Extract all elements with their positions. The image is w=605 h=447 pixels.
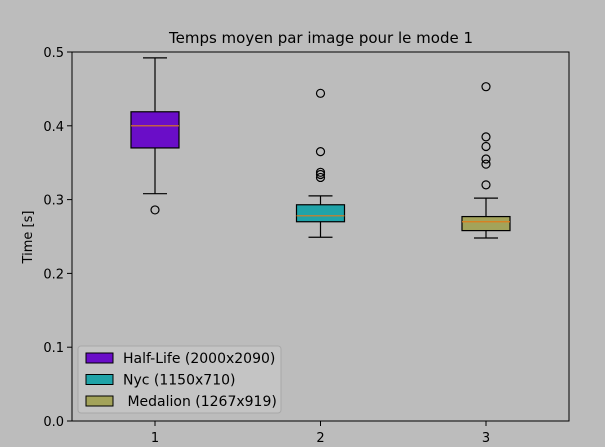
legend-label: Half-Life (2000x2090)	[123, 351, 275, 367]
outlier-point	[150, 205, 160, 215]
box-series-1	[130, 57, 180, 215]
box-iqr	[461, 215, 511, 232]
outlier-point	[315, 172, 326, 183]
x-tick-label: 1	[151, 431, 159, 446]
x-tick-label: 2	[316, 431, 324, 446]
legend-box	[77, 345, 282, 414]
legend-label: Nyc (1150x710)	[123, 373, 235, 389]
y-axis: 0.0 0.1 0.2 0.3 0.4 0.5	[43, 46, 72, 430]
x-axis: 1 2 3	[151, 421, 490, 446]
chart-title: Temps moyen par image pour le mode 1	[168, 29, 473, 47]
outlier-point	[315, 167, 326, 177]
boxes	[130, 57, 511, 239]
outlier-point	[481, 159, 491, 169]
y-tick-label: 0.0	[43, 415, 64, 430]
outlier-point	[481, 132, 491, 142]
legend-swatch	[85, 395, 114, 407]
outlier-point	[481, 141, 491, 152]
y-tick-label: 0.4	[43, 120, 64, 135]
y-axis-label: Time [s]	[21, 211, 36, 265]
y-tick-label: 0.3	[43, 194, 64, 209]
box-series-2	[295, 88, 346, 238]
box-series-3	[461, 82, 511, 239]
box-iqr	[295, 204, 346, 223]
legend-label: Medalion (1267x919)	[123, 394, 277, 410]
outlier-point	[315, 88, 326, 98]
x-tick-label: 3	[482, 431, 490, 446]
legend-swatch	[85, 352, 114, 364]
y-tick-label: 0.2	[43, 267, 64, 282]
legend: Half-Life (2000x2090) Nyc (1150x710) Meda…	[77, 345, 282, 414]
box-iqr	[130, 111, 180, 149]
outlier-point	[481, 154, 491, 164]
y-tick-label: 0.5	[43, 46, 64, 61]
outlier-point	[315, 147, 326, 157]
outlier-point	[481, 180, 491, 190]
y-tick-label: 0.1	[43, 341, 64, 356]
legend-swatch	[85, 374, 114, 385]
outlier-point	[481, 82, 491, 92]
